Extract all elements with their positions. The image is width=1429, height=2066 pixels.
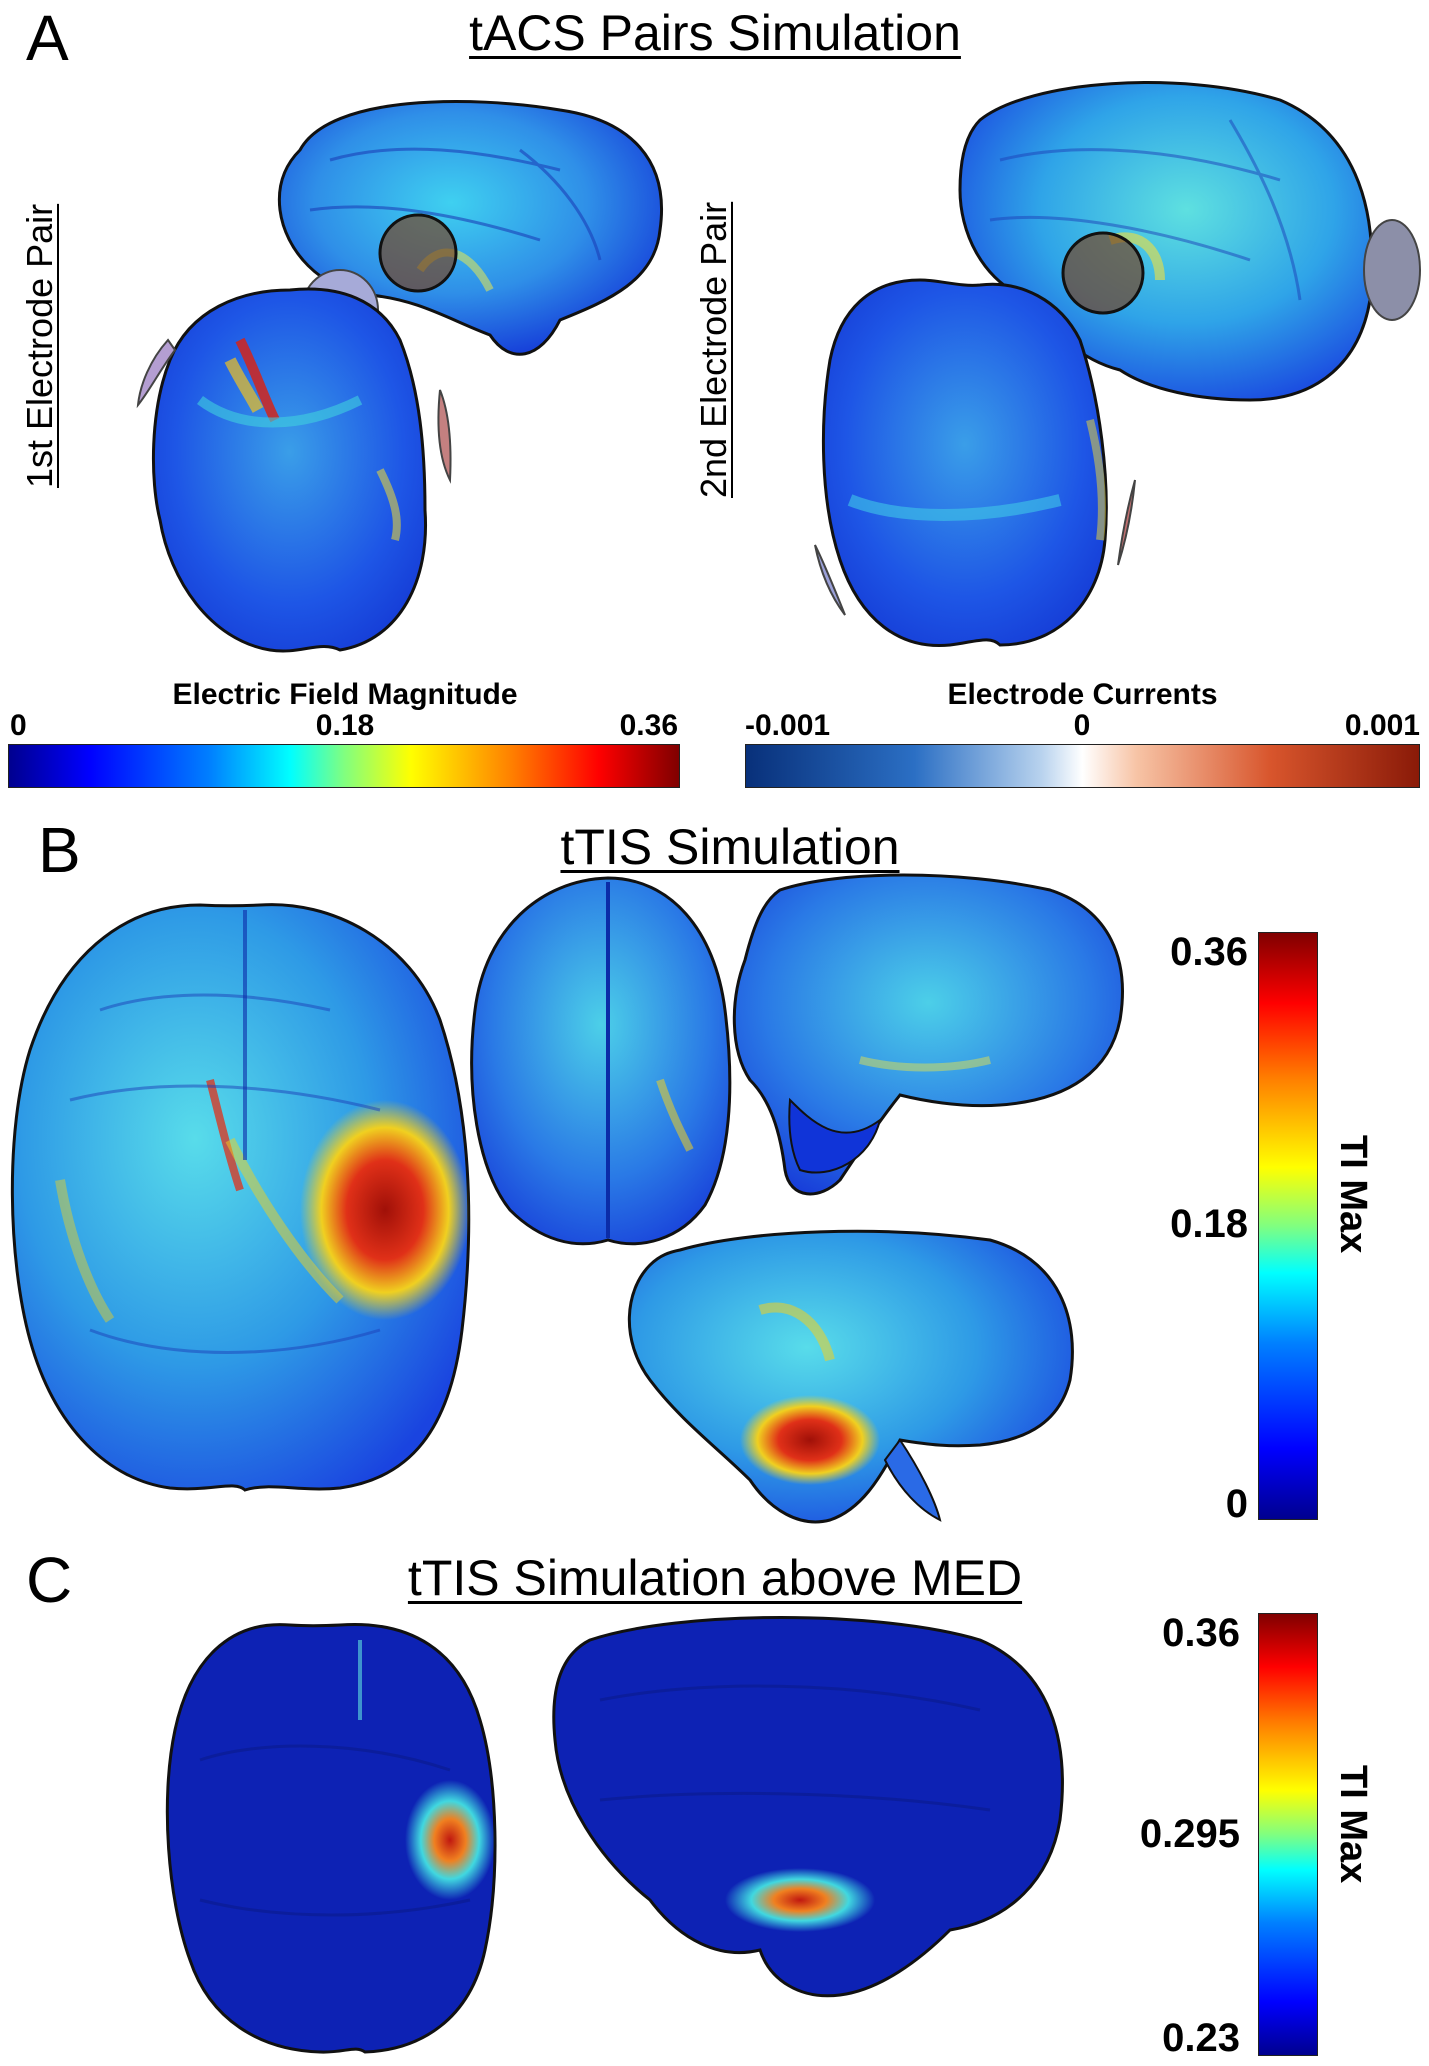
a-left-ventral-brain [136,287,452,653]
panel-letter-c: C [26,1544,73,1616]
c-ventral-brain [165,1622,497,2054]
panel-b-title: tTIS Simulation [560,819,900,875]
panel-c-title: tTIS Simulation above MED [407,1550,1023,1606]
c-colorbar-tick-min: 0.23 [1162,2016,1240,2060]
field-colorbar-tick-mid: 0.18 [315,709,375,742]
a-right-ventral-brain [814,278,1136,648]
field-colorbar-tick-min: 0 [10,709,27,742]
currents-colorbar-tick-min: -0.001 [745,709,831,742]
currents-colorbar-title: Electrode Currents [947,678,1218,711]
currents-colorbar-tick-mid: 0 [1073,709,1091,742]
b-lateral-brain-top [732,873,1124,1196]
panel-letter-b: B [38,814,81,886]
panel-a-brain-illustration [136,81,1421,653]
b-colorbar-tick-min: 0 [1225,1482,1248,1526]
b-lateral-brain-bottom [627,1229,1074,1524]
field-colorbar-tick-max: 0.36 [619,709,678,742]
panel-letter-a: A [26,2,69,74]
field-colorbar [8,744,680,788]
c-colorbar-tick-mid: 0.295 [1139,1812,1240,1856]
b-dorsal-brain [470,876,732,1246]
c-colorbar-tick-max: 0.36 [1162,1611,1240,1655]
b-ventral-brain [10,903,471,1492]
c-lateral-brain [552,1616,1064,1998]
currents-colorbar-tick-max: 0.001 [1344,709,1420,742]
a-left-lateral-brain [277,99,663,356]
b-colorbar-tick-max: 0.36 [1170,930,1248,974]
field-colorbar-title: Electric Field Magnitude [172,678,518,711]
c-colorbar-title: TI Max [1332,1765,1374,1884]
panel-a-title: tACS Pairs Simulation [469,5,961,61]
c-colorbar [1258,1613,1318,2056]
currents-colorbar [745,744,1420,788]
b-colorbar [1258,932,1318,1520]
b-colorbar-tick-mid: 0.18 [1170,1202,1248,1246]
